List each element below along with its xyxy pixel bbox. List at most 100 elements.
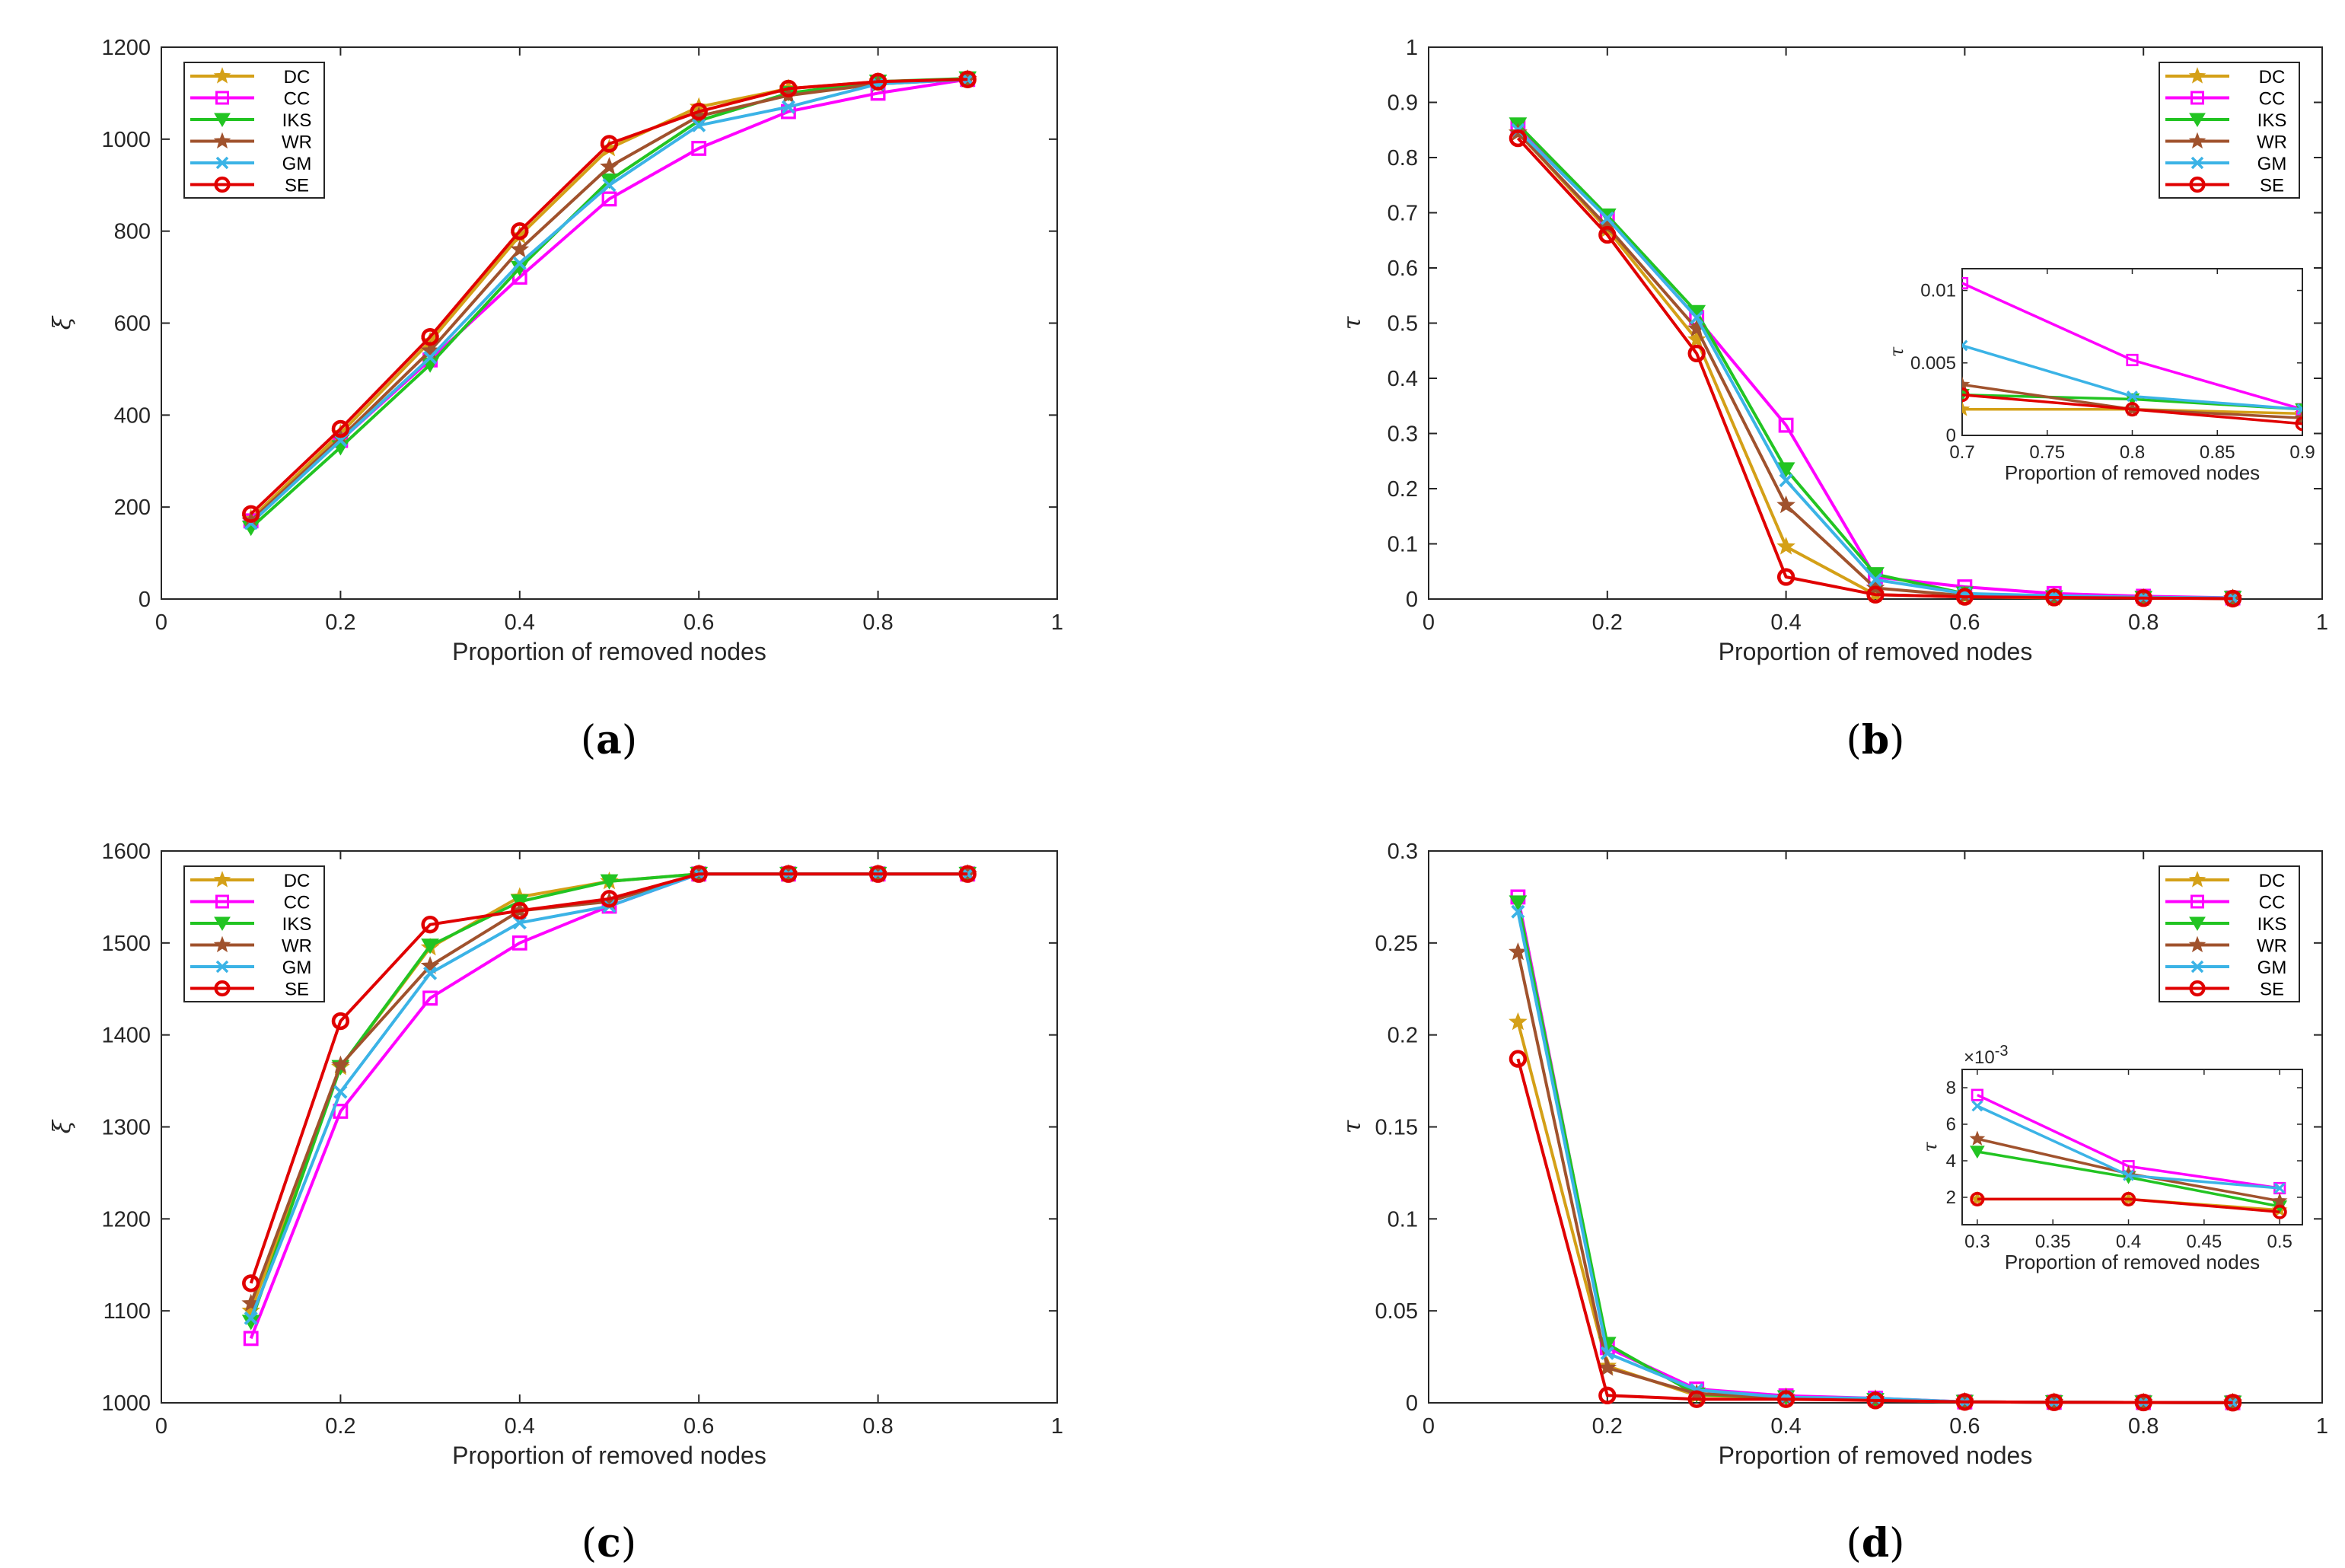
data-point-se xyxy=(690,102,708,121)
data-point-se xyxy=(331,1012,350,1031)
inset-data-point-gm xyxy=(2127,390,2138,402)
data-point-se xyxy=(868,72,887,91)
y-tick-label: 1200 xyxy=(101,1207,151,1232)
inset-y-tick-label: 0.01 xyxy=(1920,281,1956,301)
data-point-se xyxy=(600,135,619,153)
y-tick-label: 0.9 xyxy=(1388,91,1418,116)
inset-data-point-wr xyxy=(1969,1130,1986,1146)
legend-marker-gm xyxy=(215,960,229,974)
series-line-se xyxy=(1516,1058,2233,1404)
data-point-se xyxy=(1776,568,1795,586)
y-tick-label: 800 xyxy=(114,220,151,244)
data-point-cc xyxy=(691,141,707,156)
y-tick-label: 0.25 xyxy=(1375,932,1418,956)
legend-marker-iks xyxy=(2189,916,2206,931)
legend-marker-iks xyxy=(214,916,231,931)
inset-data-point-gm xyxy=(2273,1182,2286,1194)
y-tick-label: 600 xyxy=(114,312,151,336)
legend-box xyxy=(183,62,325,199)
inset-data-point-se xyxy=(2124,402,2140,417)
y-tick-label: 0 xyxy=(139,588,151,612)
data-point-gm xyxy=(512,916,527,930)
legend-marker-dc xyxy=(213,871,231,888)
data-point-gm xyxy=(1779,473,1793,488)
data-point-se xyxy=(690,865,708,883)
x-tick-label: 0.2 xyxy=(325,1414,355,1439)
subplot-a: 0 0.2 0.4 0.6 0.8 1 0 200 400 600 800 1000 1200 Propo… xyxy=(47,36,1063,763)
inset-x-tick-label: 0.4 xyxy=(2116,1232,2141,1252)
y-tick-label: 0.8 xyxy=(1388,146,1418,171)
caption-open: ( xyxy=(1846,1521,1862,1566)
data-point-gm xyxy=(244,1311,258,1325)
caption-letter: d xyxy=(1862,1520,1889,1566)
data-point-gm xyxy=(602,178,617,193)
data-point-gm xyxy=(1600,211,1614,225)
caption-close: ) xyxy=(622,718,637,763)
data-point-gm xyxy=(1868,572,1883,587)
data-point-se xyxy=(1866,585,1885,604)
inset-data-point-se xyxy=(2295,416,2302,432)
x-tick-label: 0 xyxy=(1423,1414,1435,1439)
subplot-d: 0 0.2 0.4 0.6 0.8 1 0 0.05 0.1 0.15 0.2 0.25 0.3 Prop… xyxy=(1337,840,2328,1566)
inset-x-tick-label: 0.45 xyxy=(2187,1232,2222,1252)
y-tick-label: 0.3 xyxy=(1388,422,1418,447)
data-point-cc xyxy=(422,990,438,1006)
x-tick-label: 1 xyxy=(2316,610,2328,635)
x-tick-label: 0.8 xyxy=(862,610,893,635)
inset-y-tick-label: 0.005 xyxy=(1910,353,1956,374)
data-point-iks xyxy=(421,939,439,955)
x-tick-label: 1 xyxy=(1051,1414,1063,1439)
legend-marker-dc xyxy=(213,67,231,84)
data-point-dc xyxy=(1509,1012,1528,1031)
inset-series-line-se xyxy=(1977,1197,2280,1213)
data-point-cc xyxy=(243,1331,259,1347)
data-point-wr xyxy=(1598,1358,1617,1376)
data-point-cc xyxy=(511,935,527,951)
inset-data-point-gm xyxy=(1962,339,1968,352)
data-point-se xyxy=(958,865,977,883)
legend-label-iks: IKS xyxy=(2257,110,2287,131)
caption-letter: c xyxy=(597,1520,621,1566)
legend-marker-iks xyxy=(214,113,231,127)
caption-open: ( xyxy=(581,1521,597,1566)
inset-y-tick-label: 8 xyxy=(1946,1078,1956,1098)
inset-x-tick-label: 0.75 xyxy=(2029,442,2065,463)
legend-label-se: SE xyxy=(2260,980,2284,1000)
data-point-se xyxy=(1687,1390,1706,1408)
legend-label-dc: DC xyxy=(2259,67,2286,88)
inset-exponent-power: -3 xyxy=(1995,1043,2009,1060)
data-point-se xyxy=(1687,344,1706,363)
legend-box xyxy=(183,865,325,1002)
data-point-se xyxy=(421,327,439,346)
legend-marker-se xyxy=(2189,980,2206,997)
inset-y-axis-label: τ xyxy=(1920,1142,1941,1152)
x-tick-label: 0.6 xyxy=(1949,610,1980,635)
data-point-wr xyxy=(420,956,440,974)
y-tick-label: 0.7 xyxy=(1388,202,1418,226)
inset-series-line-cc xyxy=(1962,282,2302,411)
x-tick-label: 0.4 xyxy=(1770,610,1801,635)
legend-marker-wr xyxy=(213,132,231,149)
y-tick-label: 200 xyxy=(114,496,151,520)
data-point-se xyxy=(1509,1050,1528,1068)
y-axis-label: τ xyxy=(1337,1119,1366,1133)
legend-box xyxy=(2159,62,2300,199)
legend-label-dc: DC xyxy=(2259,871,2286,891)
x-tick-label: 0 xyxy=(155,610,167,635)
data-point-wr xyxy=(510,239,530,258)
data-point-se xyxy=(1598,225,1617,244)
inset-plot: 0.7 0.75 0.8 0.85 0.9 0 0.005 0.01 Proportion of… xyxy=(1886,268,2315,484)
x-tick-label: 0.4 xyxy=(505,1414,535,1439)
y-tick-label: 1300 xyxy=(101,1116,151,1140)
legend-marker-dc xyxy=(2188,67,2206,84)
data-point-se xyxy=(2134,1393,2152,1412)
y-axis-label: ξ xyxy=(47,1119,76,1133)
data-point-se xyxy=(511,901,529,920)
inset-x-tick-label: 0.9 xyxy=(2289,442,2315,463)
legend-label-iks: IKS xyxy=(282,110,312,131)
inset-data-point-gm xyxy=(2123,1169,2134,1181)
legend-label-gm: GM xyxy=(2257,958,2287,978)
